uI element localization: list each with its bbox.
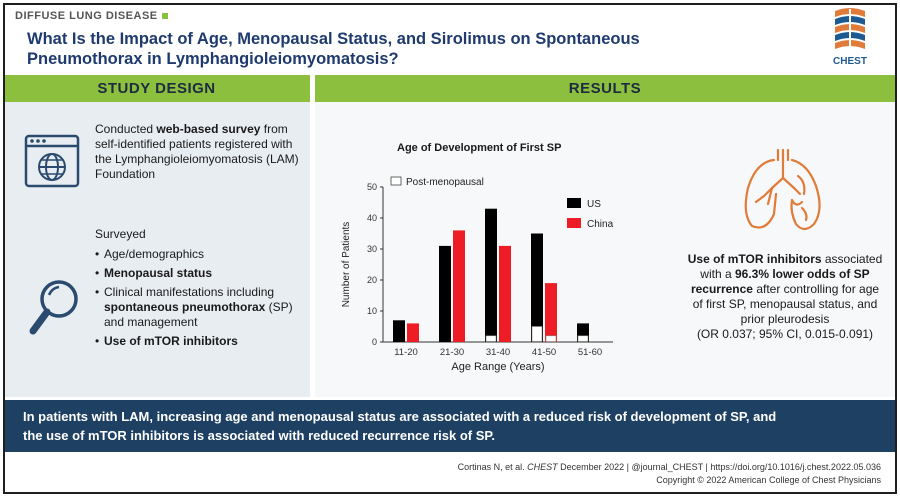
result-stats: (OR 0.037; 95% CI, 0.015-0.091) — [696, 327, 874, 341]
conclusion-banner: In patients with LAM, increasing age and… — [5, 400, 895, 452]
citation-separator: | — [703, 462, 711, 472]
legend-label-us: US — [587, 199, 601, 210]
x-tick-label: 11-20 — [394, 347, 418, 358]
chest-logo: CHEST — [827, 7, 873, 67]
chart-title: Age of Development of First SP — [397, 142, 562, 154]
bar-china — [499, 245, 511, 342]
list-item-plain: Clinical manifestations including — [104, 285, 275, 299]
infographic-frame: DIFFUSE LUNG DISEASE What Is the Impact … — [3, 3, 897, 494]
title-line-1: What Is the Impact of Age, Menopausal St… — [27, 30, 640, 48]
bar-chart: 0 10 20 30 40 50 Number of Patients 11-20 21-30 3… — [341, 176, 614, 373]
panel-divider — [310, 75, 315, 397]
list-item-bold: Menopausal status — [104, 266, 213, 280]
surveyed-list: Age/demographics Menopausal status Clini… — [95, 247, 305, 349]
list-item-plain: Age/demographics — [104, 247, 205, 261]
citation-separator: | — [624, 462, 632, 472]
intro-rest-text: from self-identified patients registered… — [95, 122, 299, 181]
x-tick-label: 41-50 — [532, 347, 556, 358]
category-dot — [161, 13, 168, 20]
list-item-bold: Use of mTOR inhibitors — [104, 334, 238, 348]
intro-bold-text: web-based survey — [156, 122, 261, 136]
study-description: Conducted web-based survey from self-ide… — [95, 122, 300, 182]
y-tick-label: 0 — [372, 337, 377, 347]
list-item: Menopausal status — [95, 266, 305, 281]
legend-label-post-menopausal: Post-menopausal — [406, 177, 484, 188]
legend-swatch-us — [567, 198, 581, 208]
x-tick-label: 31-40 — [486, 347, 510, 358]
y-tick-label: 50 — [367, 182, 377, 192]
bar-china — [453, 230, 465, 342]
y-tick-label: 30 — [367, 244, 377, 254]
citation-line-1: Cortinas N, et al. CHEST December 2022 |… — [458, 461, 881, 474]
category-text: DIFFUSE LUNG DISEASE — [15, 10, 158, 22]
x-tick-label: 51-60 — [578, 347, 602, 358]
result-plain-1: associated with a — [700, 252, 883, 281]
conclusion-line-2: the use of mTOR inhibitors is associated… — [23, 428, 495, 443]
result-bold-1: Use of mTOR inhibitors — [687, 252, 822, 266]
bar-us — [393, 320, 405, 342]
legend-label-china: China — [587, 219, 614, 230]
result-bold-2: 96.3% lower odds of SP recurrence — [690, 267, 870, 296]
journal-handle-link[interactable]: @journal_CHEST — [631, 462, 704, 472]
y-tick-label: 10 — [367, 306, 377, 316]
y-tick-label: 20 — [367, 275, 377, 285]
chart-legend: Post-menopausal US China — [390, 176, 614, 230]
list-item: Use of mTOR inhibitors — [95, 334, 305, 349]
legend-swatch-post-menopausal — [390, 176, 402, 186]
conclusion-line-1: In patients with LAM, increasing age and… — [23, 409, 777, 424]
bar-post-menopausal — [485, 335, 497, 342]
surveyed-label: Surveyed — [95, 227, 146, 241]
results-heading: RESULTS — [568, 80, 642, 97]
lungs-icon — [744, 148, 821, 231]
citation-journal: CHEST — [527, 462, 558, 472]
bar-us — [439, 245, 451, 342]
chart-bars — [393, 208, 589, 342]
logo-text: CHEST — [833, 56, 867, 67]
copyright-text: Copyright © 2022 American College of Che… — [656, 475, 881, 485]
study-design-heading: STUDY DESIGN — [97, 80, 216, 97]
chest-logo-icon — [835, 8, 865, 53]
bar-us — [531, 233, 543, 342]
legend-swatch-china — [567, 218, 581, 228]
page-title: What Is the Impact of Age, Menopausal St… — [27, 29, 787, 69]
doi-link[interactable]: https://doi.org/10.1016/j.chest.2022.05.… — [710, 462, 881, 472]
list-item-after: (SP) and management — [104, 300, 293, 329]
chart-axes: 0 10 20 30 40 50 Number of Patients 11-20 21-30 3… — [341, 182, 613, 373]
result-summary: Use of mTOR inhibitors associated with a… — [685, 252, 885, 342]
bar-china — [545, 283, 557, 342]
title-line-2: Pneumothorax in Lymphangioleiomyomatosis… — [27, 50, 399, 68]
bar-post-menopausal — [531, 326, 543, 342]
results-panel — [315, 102, 895, 397]
bar-china — [407, 323, 419, 342]
surveyed-section: Surveyed Age/demographics Menopausal sta… — [95, 227, 305, 353]
result-plain-2: after controlling for age of first SP, m… — [692, 282, 880, 326]
list-item: Clinical manifestations including sponta… — [95, 285, 305, 330]
list-item-bold: spontaneous pneumothorax — [104, 300, 266, 314]
section-header-bar — [5, 75, 895, 102]
category-label: DIFFUSE LUNG DISEASE — [15, 10, 168, 22]
x-axis-label: Age Range (Years) — [451, 361, 544, 373]
citation-authors: Cortinas N, et al. — [457, 462, 528, 472]
bar-post-menopausal — [545, 335, 557, 342]
intro-text: Conducted — [95, 122, 157, 136]
citation-date: December 2022 — [557, 462, 625, 472]
y-tick-label: 40 — [367, 213, 377, 223]
citation: Cortinas N, et al. CHEST December 2022 |… — [458, 461, 881, 487]
list-item: Age/demographics — [95, 247, 305, 262]
y-axis-label: Number of Patients — [341, 222, 352, 308]
bar-us — [485, 208, 497, 342]
bar-post-menopausal — [577, 335, 589, 342]
magnifier-icon — [29, 280, 78, 335]
x-tick-label: 21-30 — [440, 347, 464, 358]
web-survey-icon — [24, 134, 80, 188]
